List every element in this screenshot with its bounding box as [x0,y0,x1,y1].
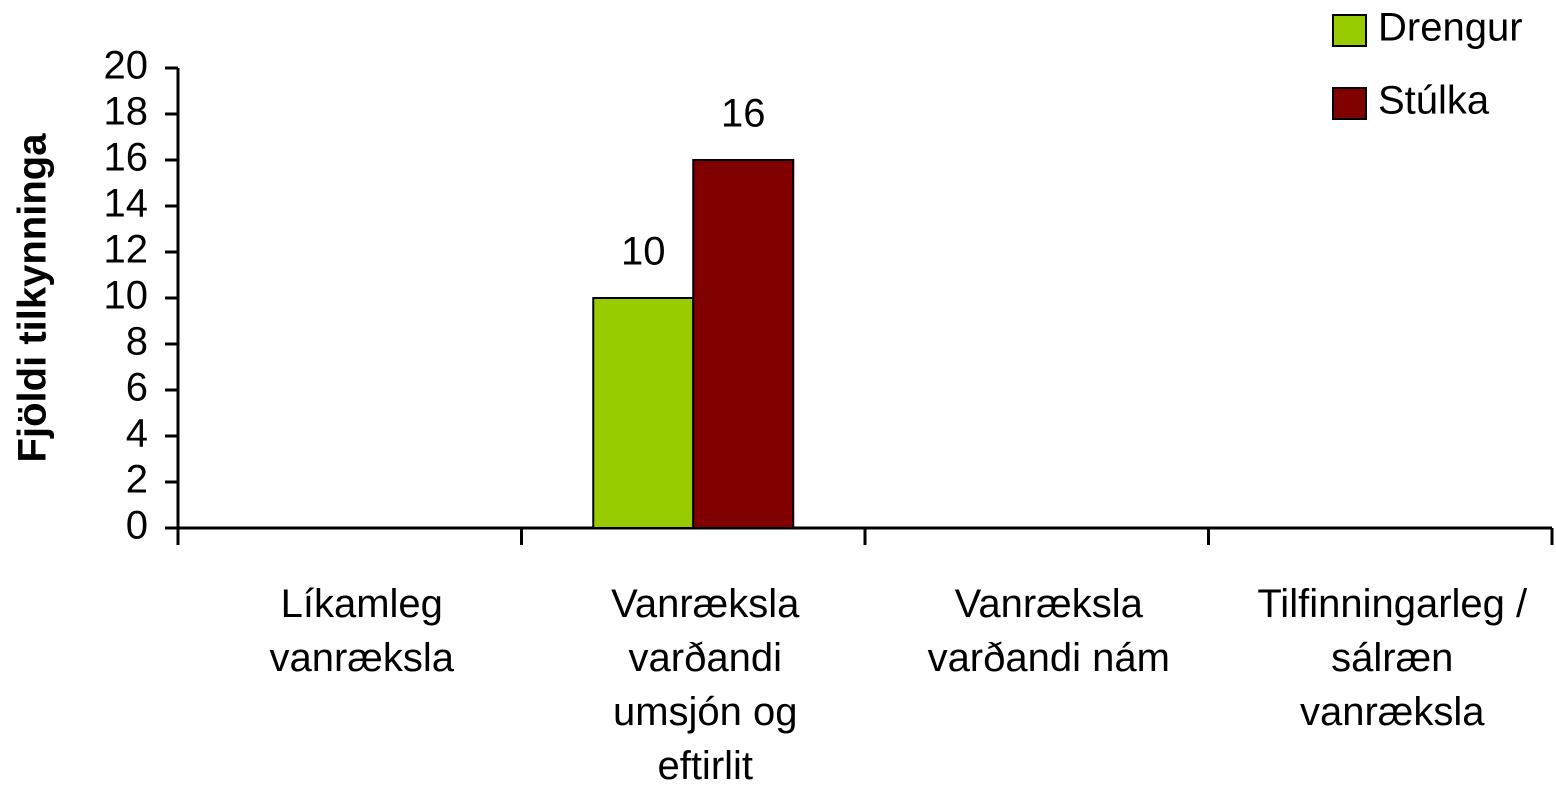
legend-label: Drengur [1378,6,1523,50]
y-tick-label: 4 [126,412,148,456]
legend-label: Stúlka [1378,79,1490,123]
y-axis-label: Fjöldi tilkynninga [11,133,55,463]
y-tick-label: 6 [126,366,148,410]
data-label: 16 [721,92,766,136]
x-tick-label: Vanræksla varðandi umsjón og eftirlit [611,582,800,788]
y-tick-label: 16 [104,136,149,180]
bar [692,159,795,529]
y-tick-label: 2 [126,458,148,502]
y-tick-label: 0 [126,504,148,548]
legend-swatch [1332,87,1367,120]
x-tick-label: Vanræksla varðandi nám [928,582,1170,680]
x-tick-label: Líkamleg vanræksla [269,582,454,680]
legend-swatch [1332,14,1367,47]
bar [592,297,695,529]
y-tick-label: 10 [104,274,149,318]
y-tick-label: 14 [104,182,149,226]
y-tick-label: 12 [104,228,149,272]
y-tick-label: 8 [126,320,148,364]
y-tick-label: 18 [104,90,149,134]
x-tick-label: Tilfinningarleg / sálræn vanræksla [1257,582,1528,734]
data-label: 10 [621,230,666,274]
y-tick-label: 20 [104,44,149,88]
